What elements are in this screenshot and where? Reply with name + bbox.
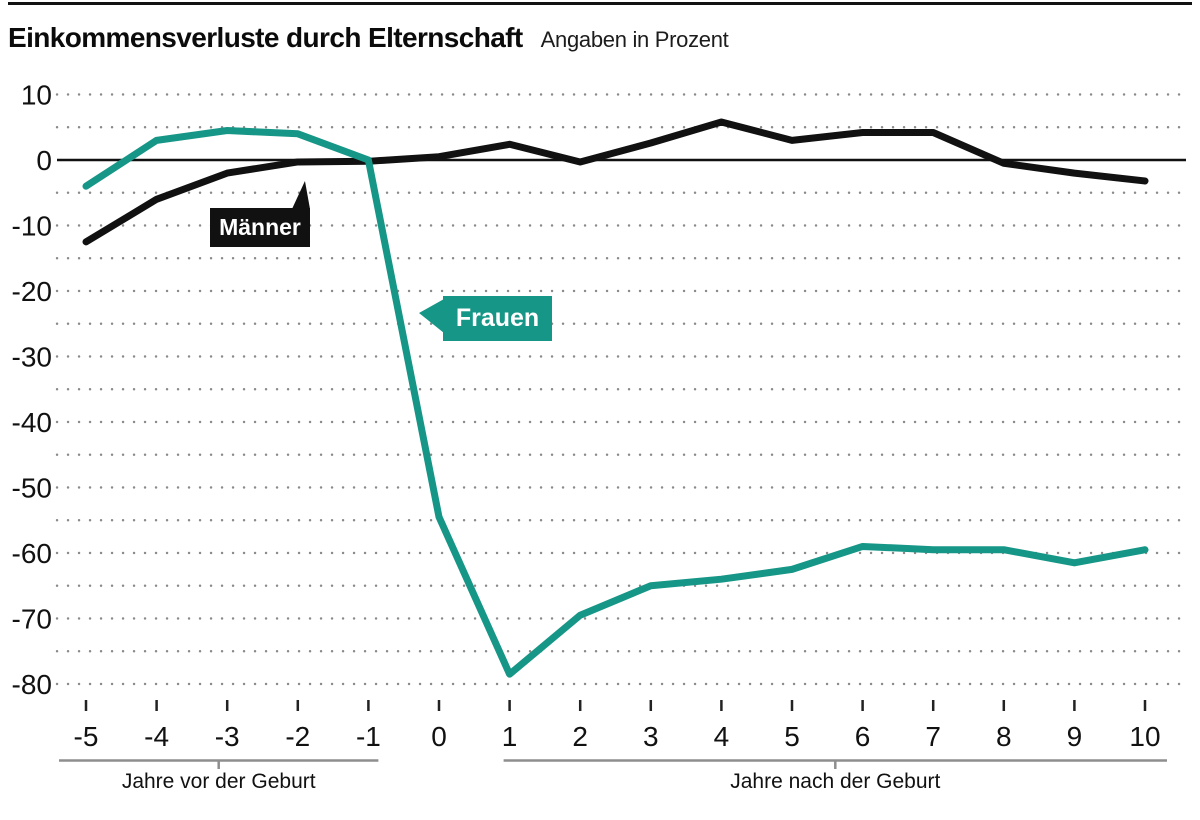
chart-title: Einkommensverluste durch Elternschaft — [8, 22, 523, 53]
header: Einkommensverluste durch Elternschaft An… — [8, 22, 729, 54]
x-axis-label-8: 8 — [996, 721, 1012, 752]
x-axis-label-10: 10 — [1129, 721, 1160, 752]
y-axis-label-10: 10 — [21, 80, 52, 111]
y-axis-label--30: -30 — [12, 342, 52, 373]
x-axis-label-3: 3 — [643, 721, 659, 752]
x-axis-label--2: -2 — [285, 721, 310, 752]
top-rule — [8, 2, 1192, 5]
y-axis-label--80: -80 — [12, 669, 52, 700]
x-axis-label-6: 6 — [855, 721, 871, 752]
series-line-maenner — [82, 118, 1149, 246]
x-axis-label-0: 0 — [431, 721, 447, 752]
y-axis-label-0: 0 — [36, 145, 52, 176]
x-axis-label-2: 2 — [572, 721, 588, 752]
y-axis-label--70: -70 — [12, 604, 52, 635]
x-group-caption-1: Jahre nach der Geburt — [730, 770, 940, 793]
y-axis-label--60: -60 — [12, 538, 52, 569]
x-axis-label-5: 5 — [784, 721, 800, 752]
series-callout-frauen: Frauen — [419, 296, 552, 341]
y-axis-label--20: -20 — [12, 276, 52, 307]
x-axis-label--1: -1 — [356, 721, 381, 752]
chart-subtitle: Angaben in Prozent — [540, 27, 729, 52]
x-axis-label--3: -3 — [215, 721, 240, 752]
x-axis-label-4: 4 — [714, 721, 730, 752]
x-axis-label-9: 9 — [1067, 721, 1083, 752]
y-axis-label--40: -40 — [12, 407, 52, 438]
x-axis-label--4: -4 — [144, 721, 169, 752]
x-group-caption-0: Jahre vor der Geburt — [122, 770, 316, 793]
y-axis-label--10: -10 — [12, 211, 52, 242]
series-callout-maenner-label: Männer — [219, 214, 301, 240]
x-axis-label-7: 7 — [925, 721, 941, 752]
series-line-frauen — [82, 127, 1149, 678]
series-callout-frauen-label: Frauen — [455, 304, 540, 332]
y-axis-label--50: -50 — [12, 473, 52, 504]
x-axis-label--5: -5 — [74, 721, 99, 752]
x-axis-label-1: 1 — [502, 721, 518, 752]
series-callout-maenner: Männer — [210, 181, 310, 247]
